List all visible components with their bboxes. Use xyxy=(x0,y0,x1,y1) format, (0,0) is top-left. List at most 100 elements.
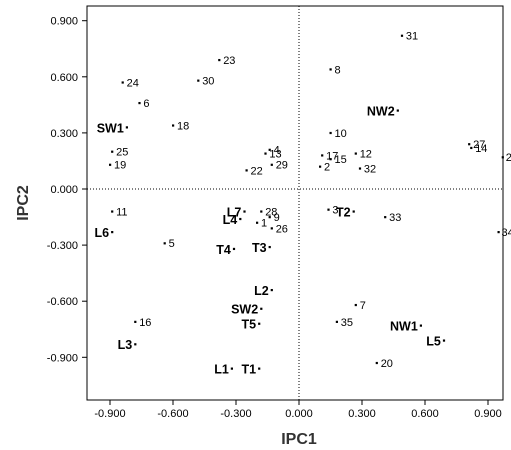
data-point-marker xyxy=(258,322,261,325)
data-point-marker xyxy=(109,163,112,166)
data-point-label: 25 xyxy=(116,147,128,159)
y-tick-label: 0.000 xyxy=(50,184,78,196)
data-point-label: 10 xyxy=(335,128,347,140)
data-point-label: 14 xyxy=(475,143,487,155)
y-axis-ticks: 0.900 0.600 0.300 0.000 -0.300 -0.600 -0.900 xyxy=(47,16,87,364)
data-point-label: 28 xyxy=(265,206,277,218)
data-point-marker xyxy=(327,208,330,211)
data-point-marker xyxy=(354,152,357,155)
data-point-marker xyxy=(232,247,236,251)
y-tick-label: 0.900 xyxy=(50,16,78,28)
data-point-marker xyxy=(245,169,248,172)
data-point-label: 26 xyxy=(276,223,288,235)
data-point-label: NW2 xyxy=(367,104,395,118)
data-point-marker xyxy=(375,361,378,365)
data-point-marker xyxy=(354,303,357,307)
data-point-marker xyxy=(268,148,271,151)
y-tick-label: -0.600 xyxy=(47,296,78,308)
data-point-label: 13 xyxy=(269,148,281,160)
data-point-label: SW1 xyxy=(97,121,124,135)
data-point-label: NW1 xyxy=(390,320,418,334)
data-point-marker xyxy=(111,150,114,153)
x-tick-label: -0.900 xyxy=(94,408,125,420)
data-point-marker xyxy=(497,231,500,234)
data-point-marker xyxy=(260,307,263,310)
x-tick-label: 0.600 xyxy=(411,408,439,420)
data-point-marker xyxy=(138,101,141,105)
data-point-marker xyxy=(256,221,259,224)
data-point-label: 9 xyxy=(274,212,280,224)
data-point-marker xyxy=(329,131,332,135)
x-tick-label: 0.000 xyxy=(285,408,313,420)
data-point-label: 31 xyxy=(406,31,418,43)
data-point-marker xyxy=(268,216,271,219)
data-point-marker xyxy=(442,339,446,342)
data-point-label: T5 xyxy=(242,318,257,332)
data-point-label: 2 xyxy=(324,162,330,174)
data-point-marker xyxy=(163,242,166,245)
data-point-marker xyxy=(121,81,124,84)
data-point-marker xyxy=(270,163,273,166)
data-point-label: 32 xyxy=(364,163,376,175)
data-point-label: 5 xyxy=(169,238,175,250)
data-point-label: T1 xyxy=(242,363,257,377)
data-point-marker xyxy=(396,109,399,112)
data-point-label: 19 xyxy=(114,160,126,172)
data-point-label: T2 xyxy=(336,205,351,219)
data-point-label: L6 xyxy=(95,226,110,240)
x-tick-label: 0.900 xyxy=(474,408,502,420)
y-tick-label: 0.300 xyxy=(50,128,78,140)
data-point-label: 24 xyxy=(127,77,139,89)
data-point-label: 22 xyxy=(251,165,263,177)
data-point-label: 1 xyxy=(261,218,267,230)
x-axis-title: IPC1 xyxy=(281,431,317,448)
y-tick-label: -0.900 xyxy=(47,352,78,364)
data-point-label: L4 xyxy=(223,213,238,227)
x-tick-label: -0.600 xyxy=(157,408,188,420)
data-point-marker xyxy=(258,367,261,370)
data-point-marker xyxy=(134,320,137,323)
data-point-label: 4 xyxy=(274,145,280,157)
data-point-marker xyxy=(352,210,355,213)
data-point-marker xyxy=(239,217,242,221)
data-point-label: T4 xyxy=(216,243,231,257)
data-point-label: L3 xyxy=(118,338,133,352)
data-point-marker xyxy=(319,165,322,168)
data-point-marker xyxy=(501,156,504,159)
data-point-marker xyxy=(400,34,404,37)
data-point-marker xyxy=(243,210,246,213)
x-tick-label: -0.300 xyxy=(220,408,251,420)
data-point-marker xyxy=(125,126,128,129)
data-point-marker xyxy=(218,58,221,62)
data-point-marker xyxy=(335,320,338,323)
data-point-label: 21 xyxy=(506,152,511,164)
data-point-marker xyxy=(111,231,114,234)
data-point-marker xyxy=(270,227,273,230)
data-point-marker xyxy=(264,152,267,155)
y-axis-title: IPC2 xyxy=(15,185,32,221)
data-point-label: 30 xyxy=(202,76,214,88)
data-point-label: 18 xyxy=(177,120,189,132)
data-point-label: 11 xyxy=(116,206,127,218)
x-tick-label: 0.300 xyxy=(348,408,376,420)
data-point-label: 15 xyxy=(335,154,347,166)
data-point-label: 7 xyxy=(360,300,366,312)
data-point-marker xyxy=(384,216,387,219)
data-point-marker xyxy=(172,124,175,127)
data-point-label: 35 xyxy=(341,317,353,329)
data-point-label: T3 xyxy=(252,241,267,255)
y-tick-label: 0.600 xyxy=(50,72,78,84)
data-point-label: 17 xyxy=(326,150,338,162)
data-point-marker xyxy=(134,343,137,346)
data-point-marker xyxy=(358,167,362,170)
plot-area xyxy=(86,5,504,401)
data-point-marker xyxy=(260,210,263,213)
data-point-label: 12 xyxy=(360,148,372,160)
x-axis-ticks: -0.900 -0.600 -0.300 0.000 0.300 0.600 0.900 xyxy=(94,400,502,420)
data-point-label: 34 xyxy=(502,227,511,239)
data-point-label: 8 xyxy=(335,64,341,76)
data-point-marker xyxy=(329,158,332,161)
data-point-marker xyxy=(329,68,332,71)
